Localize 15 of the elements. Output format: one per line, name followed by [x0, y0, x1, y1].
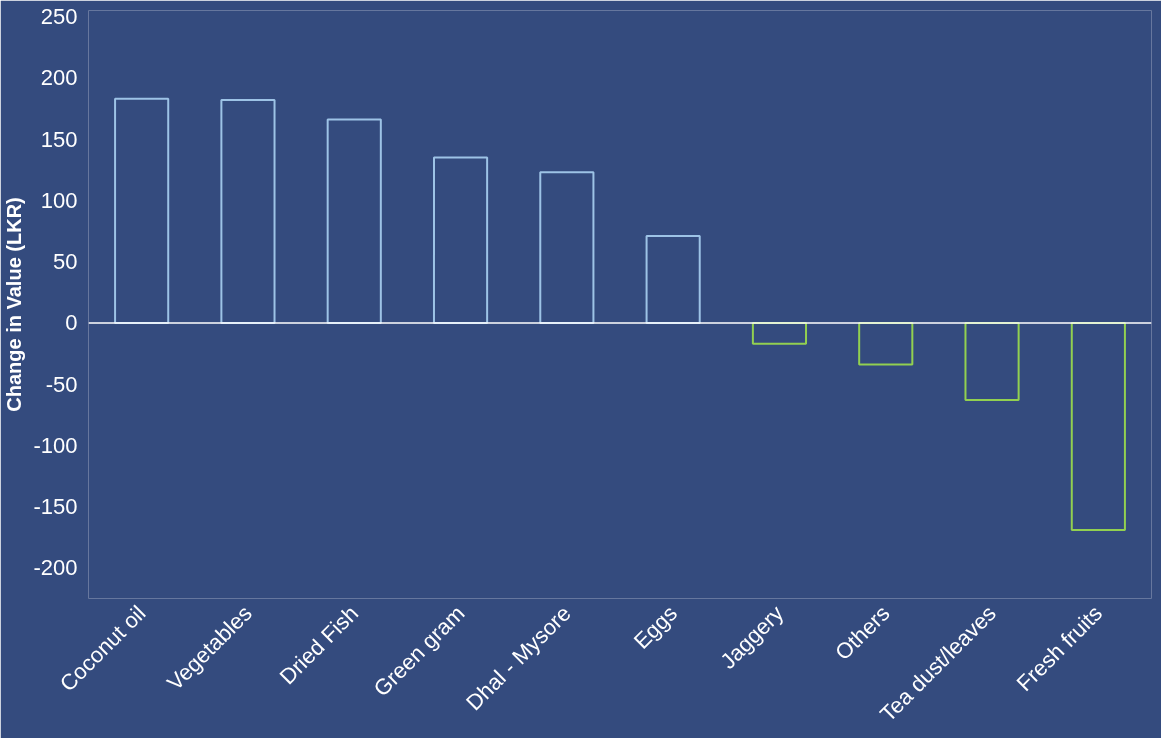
bar [1070, 321, 1126, 531]
y-tick-label: -50 [45, 371, 78, 397]
bar [220, 98, 276, 324]
bar [114, 97, 170, 324]
y-tick-label: -100 [33, 432, 78, 458]
bar [326, 118, 382, 324]
y-tick-label: 50 [53, 249, 78, 275]
y-tick-label: 150 [40, 126, 78, 152]
y-tick-label: 100 [40, 187, 78, 213]
y-tick-label: 200 [40, 65, 78, 91]
y-tick-label: -200 [33, 555, 78, 581]
y-tick-label: 250 [40, 4, 78, 30]
y-tick-label: -150 [33, 494, 78, 520]
y-tick-label: 0 [65, 310, 78, 336]
y-axis-title: Change in Value (LKR) [3, 197, 26, 412]
